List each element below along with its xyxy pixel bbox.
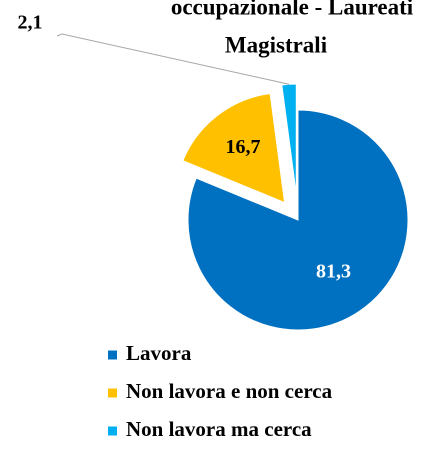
pie-slice xyxy=(187,109,409,331)
legend-label: Lavora xyxy=(126,341,192,365)
data-label: 16,7 xyxy=(225,136,260,158)
legend-swatch xyxy=(108,350,117,360)
pie-slice xyxy=(182,92,286,204)
data-label: 81,3 xyxy=(316,261,351,283)
legend-label: Non lavora ma cerca xyxy=(126,417,312,441)
data-label: 2,1 xyxy=(18,12,43,34)
legend-swatch xyxy=(108,388,117,398)
legend-swatch xyxy=(108,426,117,436)
chart-title: occupazionale - Laureati xyxy=(171,0,414,19)
pie-slice xyxy=(281,83,297,195)
leader-line xyxy=(56,33,290,85)
legend-label: Non lavora e non cerca xyxy=(126,379,333,403)
chart-title: Magistrali xyxy=(225,32,328,57)
